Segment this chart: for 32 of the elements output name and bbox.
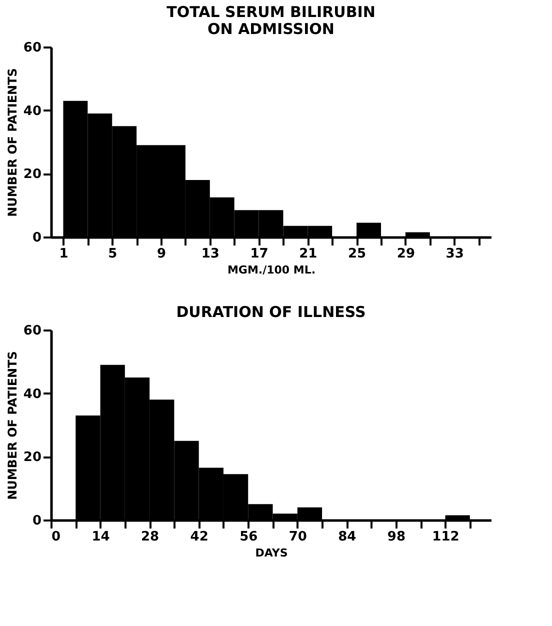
y-tick-label: 20 [23, 167, 42, 182]
x-tick-label: 28 [141, 530, 160, 544]
chart-title: DURATION OF ILLNESS [176, 303, 366, 321]
x-tick-label: 70 [288, 530, 307, 544]
x-tick-label: 14 [92, 530, 110, 544]
x-tick-label: 112 [432, 530, 460, 544]
x-axis-title: DAYS [255, 546, 288, 560]
x-tick-label: 25 [348, 246, 366, 262]
y-axis-title: NUMBER OF PATIENTS [5, 351, 20, 500]
x-tick-label: 98 [387, 530, 406, 544]
y-tick-label: 60 [23, 40, 42, 56]
x-axis-title: MGM./100 ML. [227, 264, 316, 276]
x-tick-label: 1 [59, 246, 68, 262]
x-tick-label: 5 [108, 246, 118, 262]
x-tick-label: 56 [240, 530, 258, 544]
y-tick-label: 40 [23, 104, 42, 119]
x-tick-label: 42 [190, 530, 208, 544]
x-tick-label: 9 [156, 246, 166, 262]
x-tick-label: 17 [250, 246, 268, 262]
y-tick-label: 60 [23, 324, 42, 338]
x-tick-label: 21 [299, 246, 318, 262]
y-tick-label: 0 [32, 514, 42, 528]
y-axis-title: NUMBER OF PATIENTS [5, 68, 20, 217]
x-tick-label: 33 [446, 246, 464, 262]
x-tick-label: 0 [52, 530, 61, 544]
x-tick-label: 13 [201, 246, 220, 262]
chart-title: TOTAL SERUM BILIRUBIN ON ADMISSION [166, 3, 376, 38]
x-tick-label: 29 [396, 246, 415, 262]
x-tick-label: 84 [338, 530, 356, 544]
y-tick-label: 20 [23, 450, 42, 466]
y-tick-label: 40 [23, 386, 42, 402]
y-tick-label: 0 [32, 230, 42, 246]
